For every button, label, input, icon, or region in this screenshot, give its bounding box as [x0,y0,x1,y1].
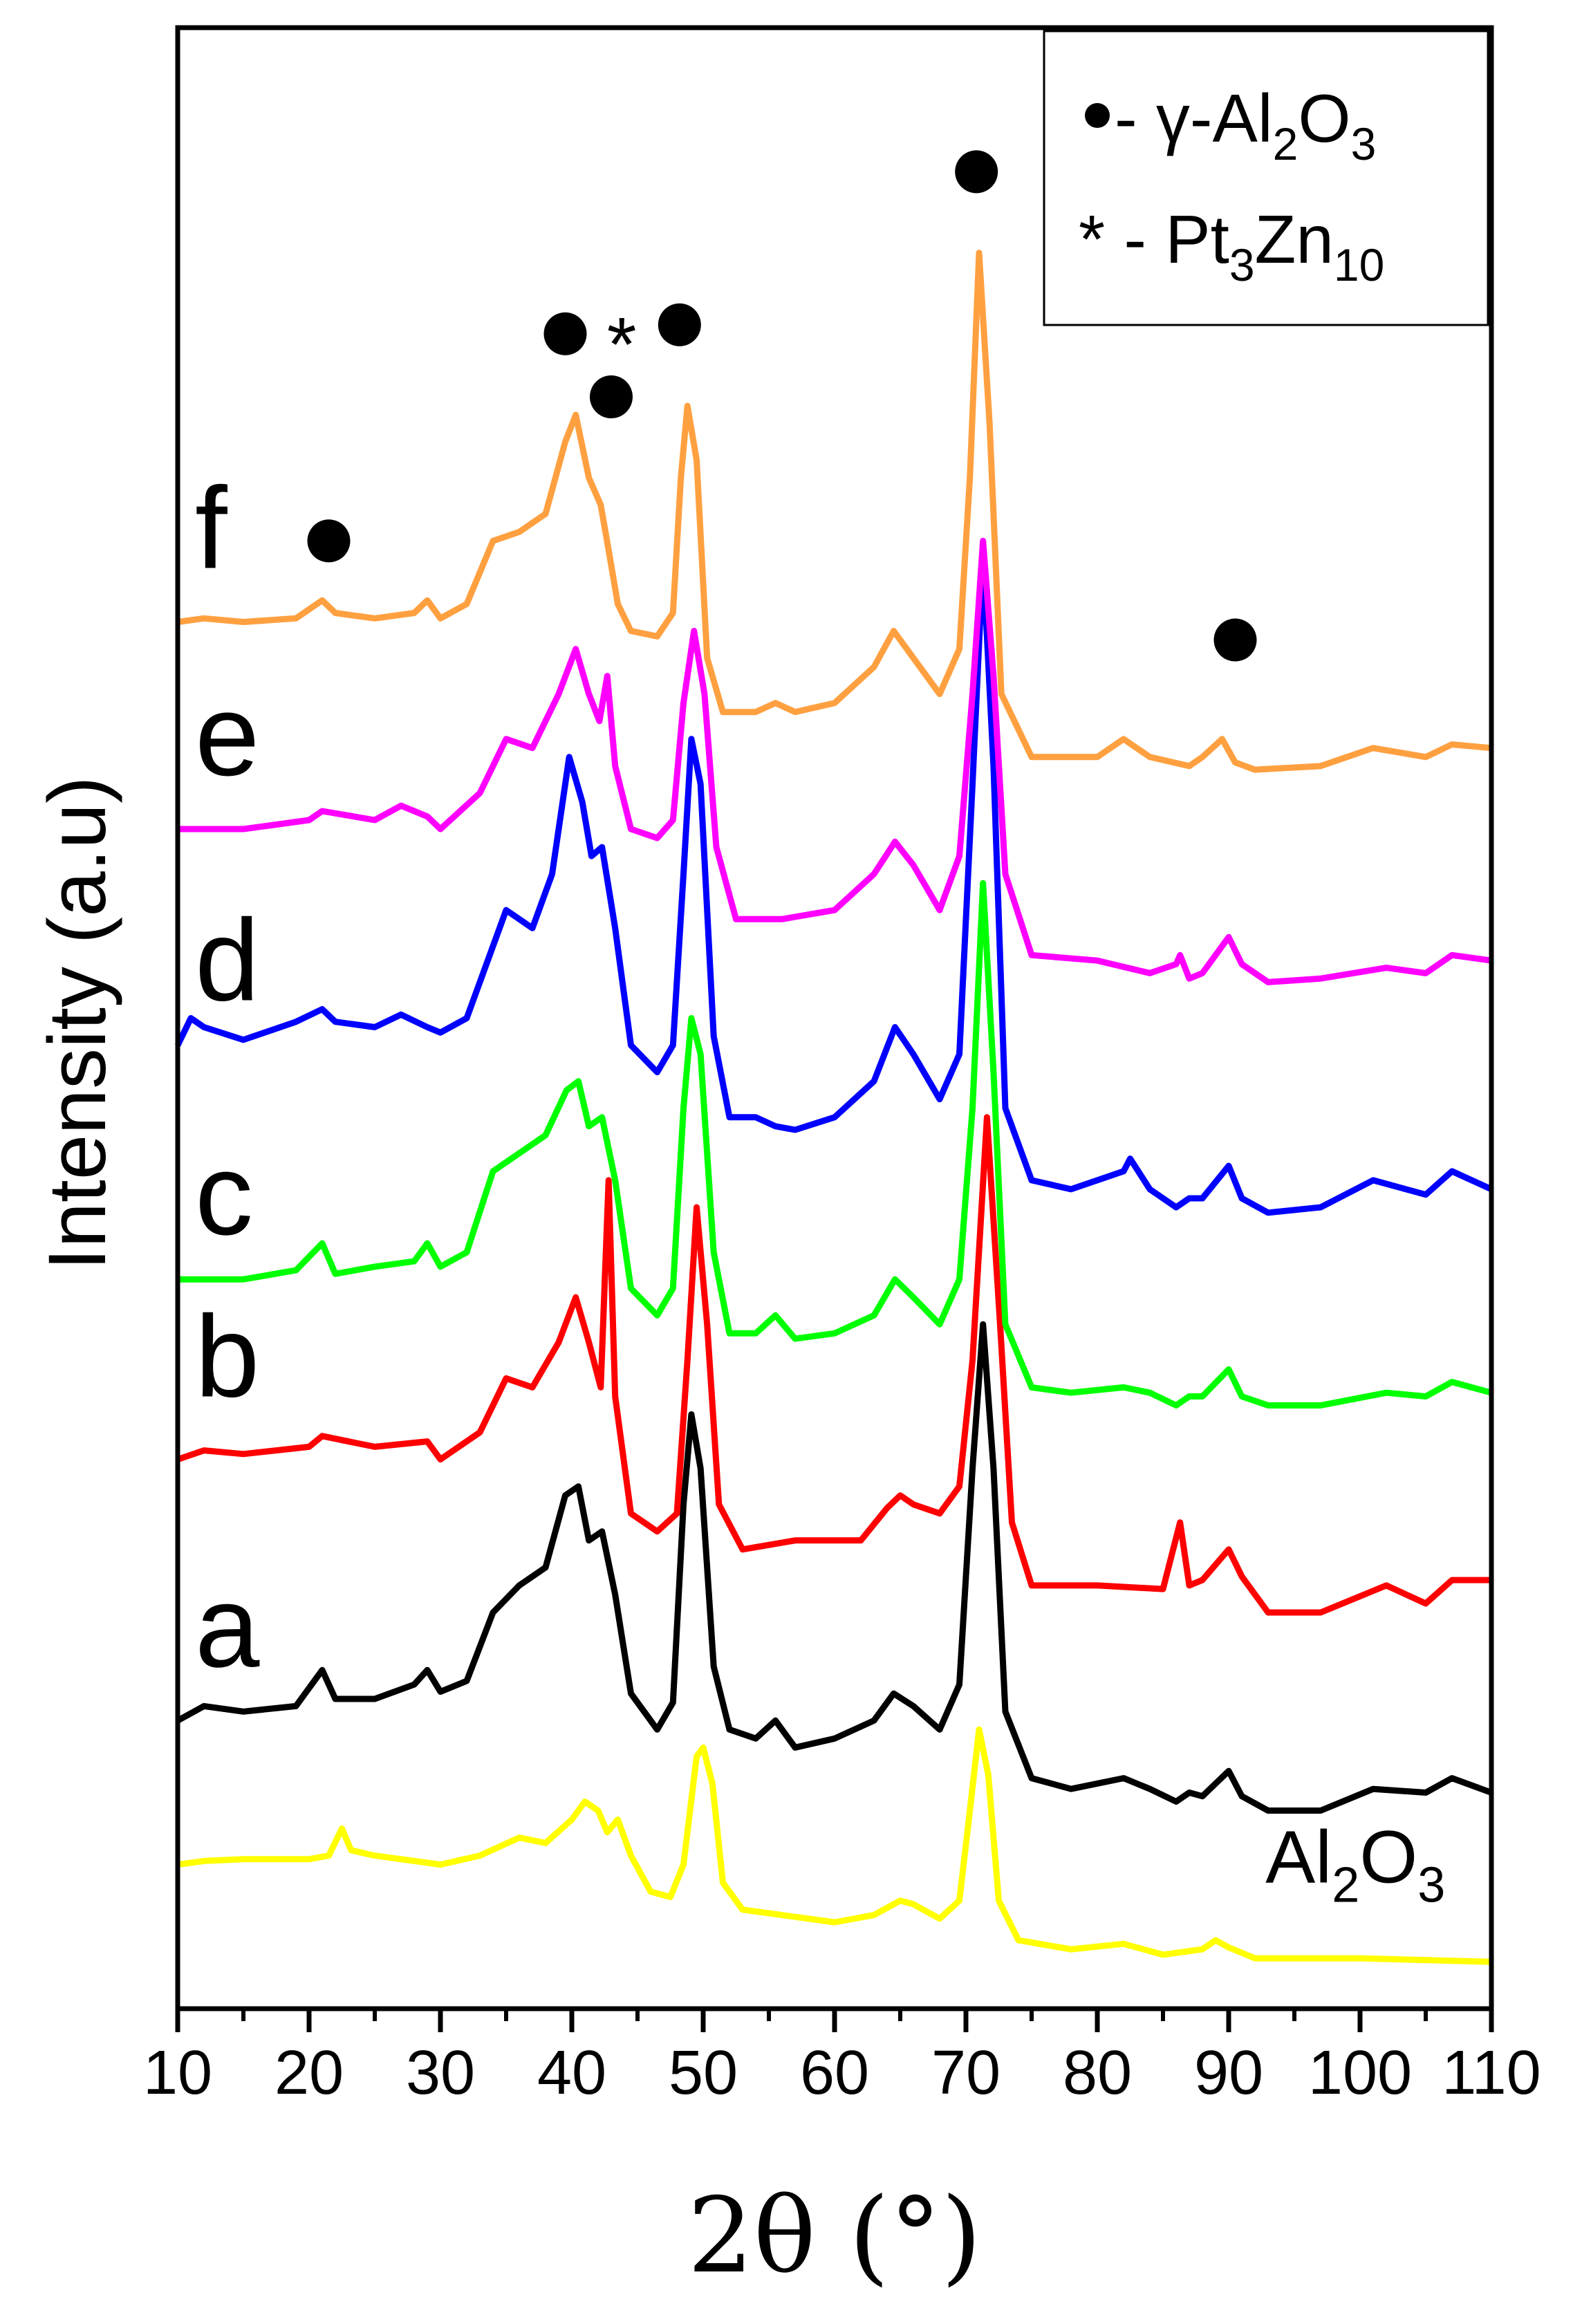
series-label-Al2O3: Al2O3 [1265,1815,1445,1913]
series-label-e: e [195,670,259,800]
gamma-alumina-marker [1213,618,1257,662]
series-label-a: a [195,1561,260,1691]
series-label-c: c [195,1129,253,1259]
series-line-e [178,537,1492,985]
legend-frame [1043,30,1489,326]
peak-annotation-layer: * [307,150,1257,662]
x-tick-label-10: 10 [143,2038,212,2108]
series-line-f [177,250,1492,773]
legend-label-pt3zn10: * - Pt3Zn10 [1079,201,1384,290]
x-tick-label-110: 110 [1442,2038,1541,2108]
x-tick-label-20: 20 [274,2038,344,2108]
series-line-d [174,555,1493,1216]
legend-label-gamma-alumina: - γ-Al2O3 [1115,80,1376,169]
series-label-d: d [195,895,259,1025]
x-axis-ticks: 10 20 30 40 50 60 70 80 90 100 110 [143,2009,1541,2108]
gamma-alumina-marker [307,519,351,563]
series-label-f: f [195,463,227,593]
series-line-a [176,1321,1493,1814]
x-tick-label-100: 100 [1308,2038,1412,2108]
gamma-alumina-marker [658,303,701,346]
x-tick-label-40: 40 [537,2038,606,2108]
legend: - γ-Al2O3 * - Pt3Zn10 [1043,30,1489,326]
x-tick-label-30: 30 [406,2038,475,2108]
x-tick-label-90: 90 [1194,2038,1263,2108]
x-tick-label-70: 70 [931,2038,1001,2108]
pt3zn10-marker: * [607,302,637,387]
series-layer [174,250,1493,1965]
x-axis-title: 2θ (°) [687,2176,981,2296]
x-tick-label-80: 80 [1063,2038,1132,2108]
x-tick-label-50: 50 [669,2038,738,2108]
series-line-c [178,880,1493,1409]
series-line-b [176,1114,1491,1616]
series-line-Al2O3 [177,1726,1492,1965]
y-axis-title: Intensity (a.u) [32,777,123,1271]
legend-entries: - γ-Al2O3 * - Pt3Zn10 [1079,80,1384,290]
gamma-alumina-marker [955,150,998,194]
legend-marker-gamma-alumina [1085,103,1110,128]
x-tick-label-60: 60 [800,2038,869,2108]
series-label-b: b [195,1291,259,1421]
gamma-alumina-marker [543,312,587,355]
gamma-alumina-marker [590,375,633,418]
